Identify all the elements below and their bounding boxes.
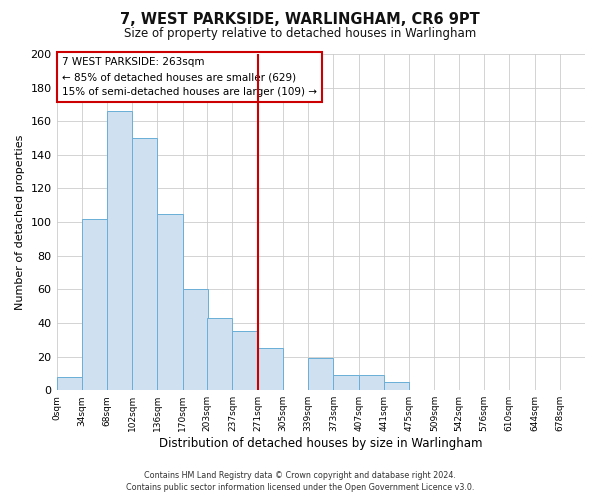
Bar (82, 218, 107, 390)
Bar (232, 332, 257, 390)
Text: 7 WEST PARKSIDE: 263sqm
← 85% of detached houses are smaller (629)
15% of semi-d: 7 WEST PARKSIDE: 263sqm ← 85% of detache… (62, 58, 317, 97)
Bar (157, 214, 183, 390)
Bar (107, 111, 132, 390)
X-axis label: Distribution of detached houses by size in Warlingham: Distribution of detached houses by size … (159, 437, 482, 450)
Y-axis label: Number of detached properties: Number of detached properties (15, 134, 25, 310)
Bar (257, 348, 283, 390)
Bar (334, 375, 359, 390)
Bar (56, 377, 82, 390)
Bar (207, 318, 232, 390)
Bar (359, 375, 384, 390)
Bar (384, 382, 409, 390)
Bar (308, 358, 334, 390)
Bar (132, 138, 157, 390)
Text: 7, WEST PARKSIDE, WARLINGHAM, CR6 9PT: 7, WEST PARKSIDE, WARLINGHAM, CR6 9PT (120, 12, 480, 28)
Bar (183, 290, 208, 390)
Text: Contains HM Land Registry data © Crown copyright and database right 2024.
Contai: Contains HM Land Registry data © Crown c… (126, 471, 474, 492)
Text: Size of property relative to detached houses in Warlingham: Size of property relative to detached ho… (124, 28, 476, 40)
